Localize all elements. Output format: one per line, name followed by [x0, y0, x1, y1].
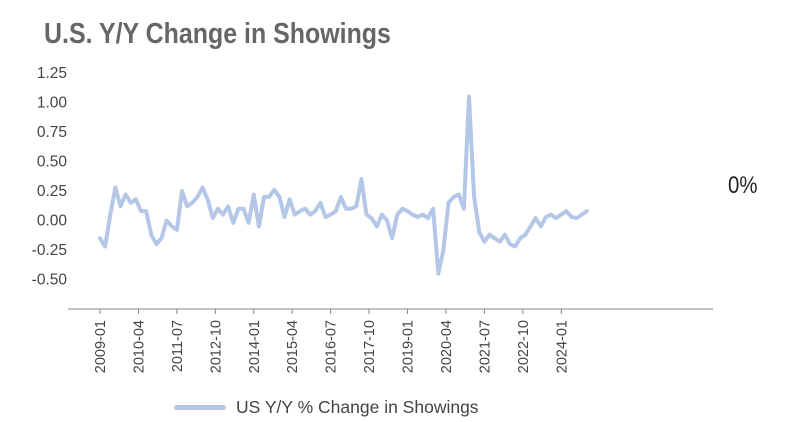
x-tick-label: 2012-10	[208, 320, 224, 373]
y-tick-label: -0.25	[32, 242, 67, 259]
x-tick-label: 2024-01	[554, 320, 570, 373]
x-tick-label: 2020-04	[439, 320, 455, 373]
x-tick-label: 2019-01	[401, 320, 417, 373]
y-tick-label: -0.50	[32, 272, 68, 289]
x-tick-label: 2009-01	[93, 320, 109, 373]
legend-swatch	[174, 404, 226, 410]
chart-title: U.S. Y/Y Change in Showings	[44, 18, 391, 50]
x-tick-label: 2021-07	[477, 320, 493, 373]
series-line	[98, 94, 589, 276]
y-tick-label: 0.75	[37, 124, 67, 141]
y-axis: 1.25 1.00 0.75 0.50 0.25 0.00 -0.25 -0.50	[32, 65, 68, 289]
y-tick-label: 1.00	[37, 95, 68, 112]
x-tick-label: 2016-07	[324, 320, 340, 373]
x-tick-label: 2017-10	[362, 320, 378, 373]
y-tick-label: 0.00	[37, 213, 68, 230]
current-value-annotation: 0%	[728, 172, 758, 199]
x-tick-label: 2022-10	[516, 320, 532, 373]
x-tick-label: 2011-07	[170, 320, 186, 372]
legend: US Y/Y % Change in Showings	[174, 395, 479, 419]
series-layer	[98, 94, 589, 276]
x-tick-label: 2015-04	[285, 320, 301, 373]
y-tick-label: 0.50	[37, 154, 68, 171]
x-tick-label: 2010-04	[131, 320, 147, 373]
legend-label: US Y/Y % Change in Showings	[236, 396, 479, 417]
y-tick-label: 1.25	[37, 65, 67, 82]
x-tick-label: 2014-01	[247, 320, 263, 373]
y-tick-label: 0.25	[37, 183, 67, 200]
x-axis: 2009-01 2010-04 2011-07 2012-10 2014-01 2015-…	[68, 308, 713, 373]
